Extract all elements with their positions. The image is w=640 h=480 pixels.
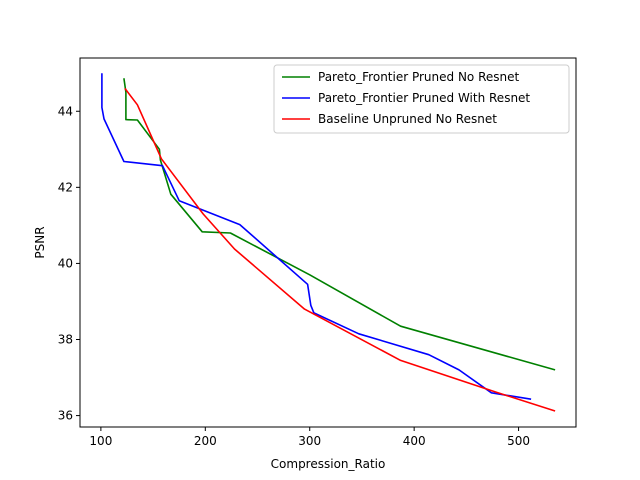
x-tick-label: 300 xyxy=(298,434,321,448)
x-tick-label: 100 xyxy=(89,434,112,448)
y-tick-label: 40 xyxy=(58,256,73,270)
x-tick-label: 200 xyxy=(194,434,217,448)
x-axis-label: Compression_Ratio xyxy=(271,457,386,471)
y-axis-label: PSNR xyxy=(33,226,47,258)
y-tick-label: 36 xyxy=(58,409,73,423)
legend-entry: Pareto_Frontier Pruned No Resnet xyxy=(318,70,520,84)
y-tick-label: 42 xyxy=(58,180,73,194)
x-tick-label: 400 xyxy=(403,434,426,448)
legend-entry: Baseline Unpruned No Resnet xyxy=(318,112,497,126)
series-line-1 xyxy=(101,73,532,400)
plot-lines xyxy=(101,73,556,412)
legend-box xyxy=(273,64,570,134)
y-ticks: 36 38 40 42 44 xyxy=(58,104,80,423)
y-tick-label: 38 xyxy=(58,333,73,347)
x-ticks: 100 200 300 400 500 xyxy=(89,427,530,448)
legend: Pareto_Frontier Pruned No Resnet Pareto_F… xyxy=(273,64,570,134)
x-tick-label: 500 xyxy=(507,434,530,448)
legend-entry: Pareto_Frontier Pruned With Resnet xyxy=(318,91,530,105)
axes-frame xyxy=(79,57,577,428)
series-line-0 xyxy=(123,78,556,371)
series-line-2 xyxy=(124,87,556,412)
y-tick-label: 44 xyxy=(58,104,73,118)
